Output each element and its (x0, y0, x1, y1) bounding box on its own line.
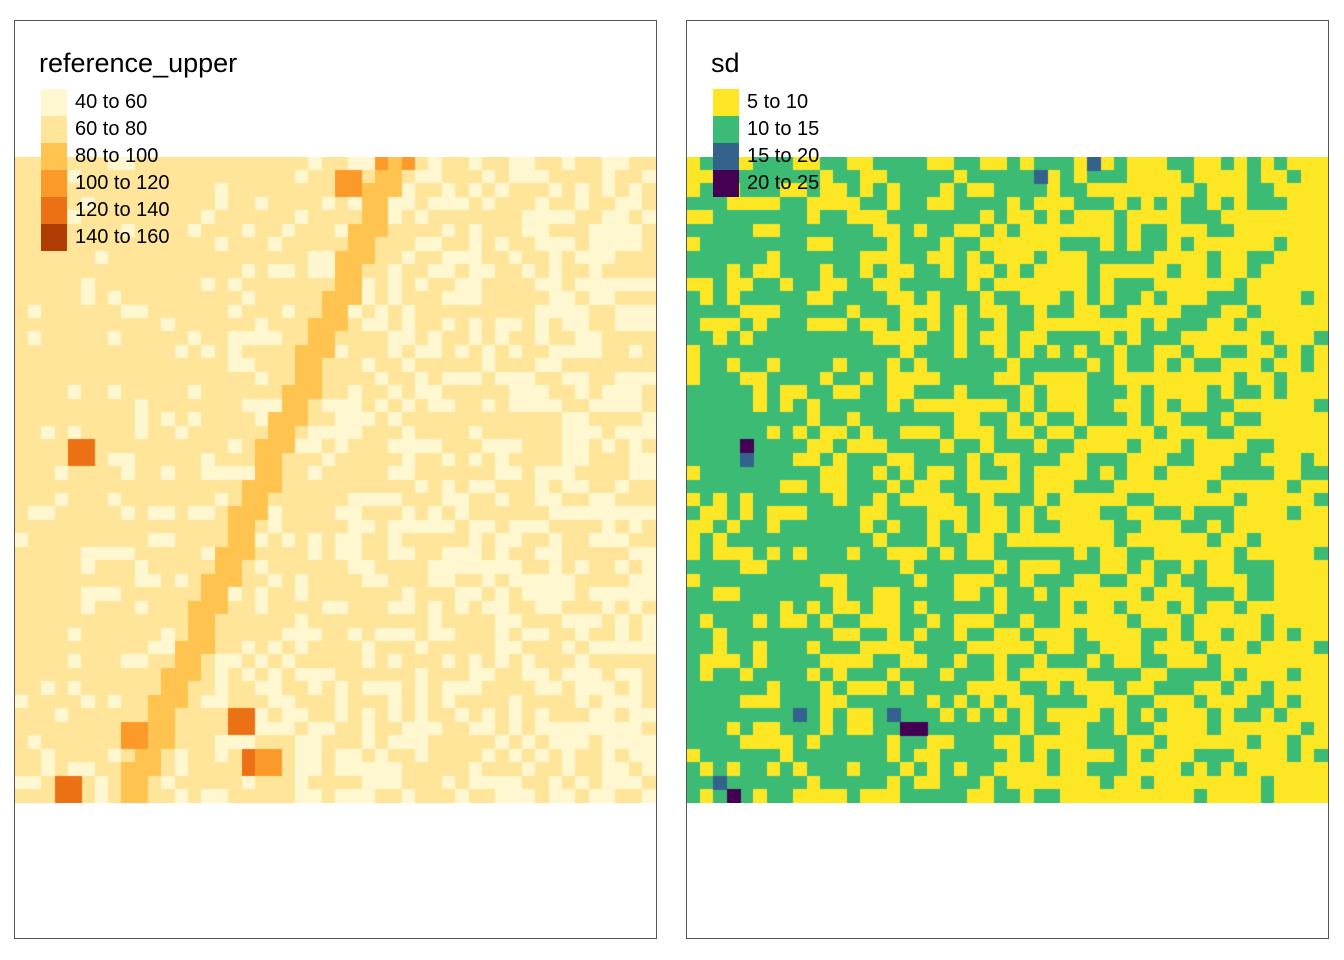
legend-item-60-80: 60 to 80 (39, 116, 237, 143)
legend-swatch (713, 143, 739, 170)
legend-swatch (713, 116, 739, 143)
legend-item-100-120: 100 to 120 (39, 170, 237, 197)
legend-title: sd (711, 48, 740, 78)
legend-label: 15 to 20 (747, 145, 820, 167)
legend-swatch (713, 89, 739, 116)
legend-label: 100 to 120 (75, 172, 170, 194)
legend-swatch (41, 143, 67, 170)
legend-label: 10 to 15 (747, 118, 820, 140)
legend-item-20-25: 20 to 25 (711, 170, 819, 197)
legend-reference-upper: reference_upper 40 to 60 60 to 80 80 to … (39, 47, 237, 251)
map-panel-reference-upper: reference_upper 40 to 60 60 to 80 80 to … (14, 20, 657, 939)
legend-item-40-60: 40 to 60 (39, 89, 237, 116)
legend-label: 140 to 160 (75, 226, 170, 248)
legend-item-120-140: 120 to 140 (39, 197, 237, 224)
legend-item-140-160: 140 to 160 (39, 224, 237, 251)
legend-label: 20 to 25 (747, 172, 820, 194)
legend-item-10-15: 10 to 15 (711, 116, 819, 143)
legend-sd: sd 5 to 10 10 to 15 15 to 20 20 to 25 (711, 47, 819, 197)
legend-swatch (41, 116, 67, 143)
legend-item-5-10: 5 to 10 (711, 89, 808, 116)
raster-map-sd (687, 157, 1328, 803)
legend-item-15-20: 15 to 20 (711, 143, 819, 170)
legend-label: 60 to 80 (75, 118, 148, 140)
legend-swatch (713, 170, 739, 197)
raster-map-reference-upper (15, 157, 656, 803)
legend-item-80-100: 80 to 100 (39, 143, 237, 170)
legend-swatch (41, 197, 67, 224)
legend-swatch (41, 89, 67, 116)
legend-label: 40 to 60 (75, 91, 148, 113)
legend-label: 120 to 140 (75, 199, 170, 221)
legend-label: 5 to 10 (747, 91, 809, 113)
legend-swatch (41, 170, 67, 197)
map-panel-sd: sd 5 to 10 10 to 15 15 to 20 20 to 25 (686, 20, 1329, 939)
legend-label: 80 to 100 (75, 145, 159, 167)
legend-swatch (41, 224, 67, 251)
legend-title: reference_upper (39, 48, 238, 78)
